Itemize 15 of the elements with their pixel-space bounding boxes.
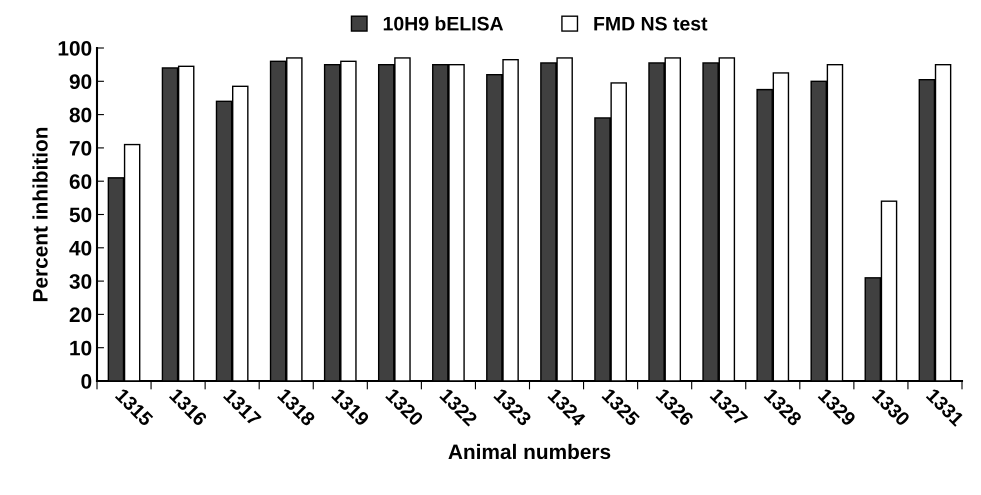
y-tick-label: 90 [70,74,92,90]
y-tick-label: 10 [70,340,92,356]
y-tick-label: 70 [70,140,92,156]
x-axis-title: Animal numbers [448,444,610,460]
y-tick-label: 20 [70,307,92,322]
y-tick-label: 100 [58,41,92,56]
y-tick-label: 0 [81,374,92,389]
legend-label: 10H9 bELISA [384,16,504,31]
y-axis-title: Percent inhibition [32,128,48,302]
y-tick-label: 40 [69,240,92,256]
legend-label: FMD NS test [594,16,708,31]
y-tick-label: 80 [70,108,92,122]
y-tick-label: 60 [70,174,92,189]
y-tick-label: 30 [69,274,92,289]
y-tick-label: 50 [70,208,92,222]
